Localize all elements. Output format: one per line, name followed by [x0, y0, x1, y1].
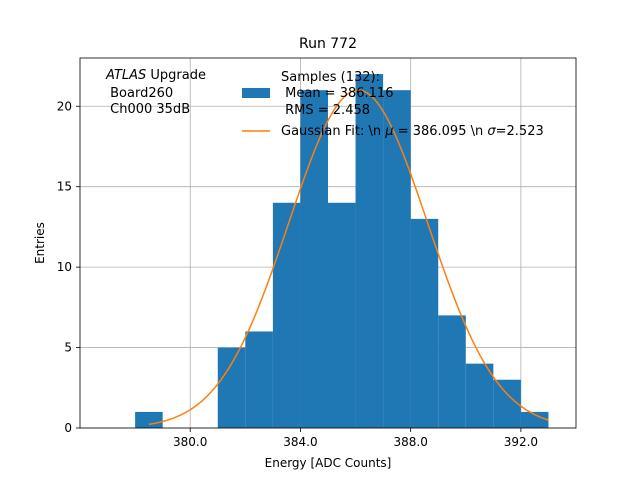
upgrade-label: Upgrade	[146, 68, 206, 83]
plot-frame	[79, 57, 577, 429]
histogram-bar	[493, 379, 521, 428]
histogram-bar	[383, 90, 411, 428]
legend-mu-symbol: μ	[384, 124, 393, 139]
axis-ticks: 380.0 384.0 388.0 392.0 0 5 10 15 20	[57, 99, 538, 449]
y-axis-label: Entries	[33, 222, 47, 264]
channel-label: Ch000 35dB	[106, 102, 190, 117]
y-tick-label: 0	[64, 421, 72, 435]
histogram-bar	[328, 202, 356, 428]
gaussian-fit	[148, 89, 549, 426]
legend-sigma-symbol: σ	[487, 124, 496, 139]
histogram-bar	[135, 411, 163, 428]
legend-histogram-swatch	[242, 88, 270, 98]
histogram-bar	[217, 347, 246, 428]
fit-curve	[148, 89, 549, 426]
atlas-label: ATLAS	[105, 68, 146, 83]
legend-sigma-text: =2.523	[496, 124, 544, 139]
histogram-bar	[272, 202, 301, 428]
histogram-bar	[438, 315, 466, 428]
atlas-upgrade-label: ATLAS Upgrade	[105, 68, 206, 83]
legend-mean: Mean = 386.116	[281, 86, 393, 101]
histogram-bar	[410, 218, 439, 428]
histogram-bar	[465, 363, 494, 428]
atlas-annotation: ATLAS Upgrade Board260 Ch000 35dB	[105, 68, 206, 117]
legend-rms: RMS = 2.458	[281, 103, 370, 118]
legend: Samples (132): Mean = 386.116 RMS = 2.45…	[242, 70, 544, 139]
legend-fit-prefix: Gaussian Fit: \n	[281, 124, 385, 139]
histogram-bar	[355, 74, 384, 428]
x-tick-label: 392.0	[504, 435, 538, 449]
histogram-bar	[520, 411, 549, 428]
legend-fit-label: Gaussian Fit: \n μ = 386.095 \n σ=2.523	[281, 124, 544, 139]
y-tick-label: 5	[64, 341, 72, 355]
legend-mu-text: = 386.095 \n	[394, 124, 488, 139]
y-tick-label: 15	[57, 180, 72, 194]
histogram-bar	[245, 331, 273, 428]
histogram-bars	[135, 74, 549, 428]
x-tick-label: 384.0	[283, 435, 317, 449]
x-tick-label: 388.0	[393, 435, 427, 449]
legend-samples: Samples (132):	[281, 70, 380, 85]
x-axis-label: Energy [ADC Counts]	[265, 456, 392, 470]
y-tick-label: 20	[57, 99, 72, 113]
y-tick-label: 10	[57, 260, 72, 274]
chart-title: Run 772	[299, 36, 357, 52]
histogram-bar	[300, 90, 328, 428]
x-tick-label: 380.0	[173, 435, 207, 449]
board-label: Board260	[106, 86, 173, 101]
